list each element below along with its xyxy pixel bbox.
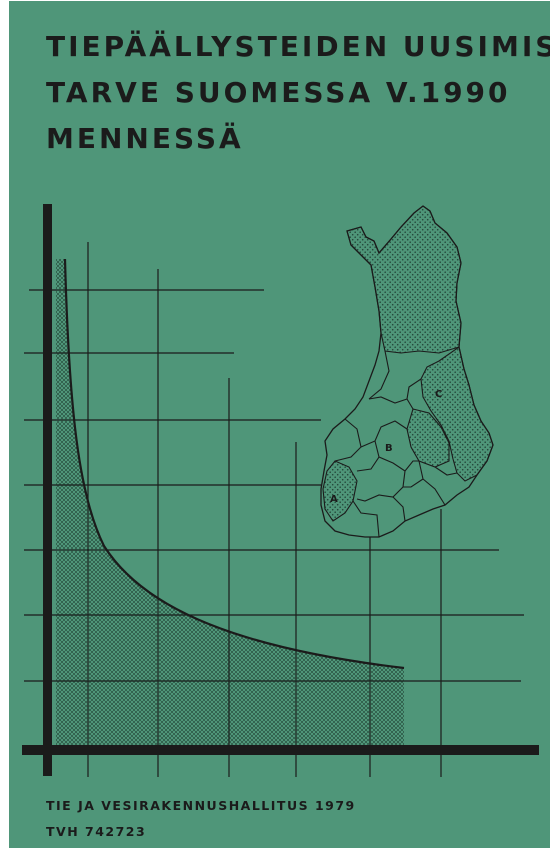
northern-region-dotted xyxy=(346,205,462,354)
map-region-label-b: B xyxy=(385,443,393,454)
cover-title-line-3: MENNESSÄ xyxy=(46,122,244,155)
report-cover: TIEPÄÄLLYSTEIDEN UUSIMIS- TARVE SUOMESSA… xyxy=(9,1,550,848)
y-axis-bar xyxy=(43,204,52,776)
province-borders xyxy=(334,350,458,538)
cover-illustration: A B C xyxy=(22,204,539,777)
southwest-region-dotted xyxy=(322,460,358,522)
map-region-label-a: A xyxy=(330,494,338,505)
x-axis-bar xyxy=(22,745,539,755)
eastern-region-dotted xyxy=(420,346,494,482)
map-region-label-c: C xyxy=(435,389,442,400)
publisher-line: TIE JA VESIRAKENNUSHALLITUS 1979 xyxy=(46,798,356,813)
publication-code: TVH 742723 xyxy=(46,824,147,839)
cover-title-line-2: TARVE SUOMESSA V.1990 xyxy=(46,76,511,109)
central-region-dotted xyxy=(406,408,450,468)
finland-map: A B C xyxy=(320,205,494,538)
curve-shaded-area xyxy=(56,259,404,746)
cover-title-line-1: TIEPÄÄLLYSTEIDEN UUSIMIS- xyxy=(46,30,550,63)
decline-curve xyxy=(63,258,405,670)
